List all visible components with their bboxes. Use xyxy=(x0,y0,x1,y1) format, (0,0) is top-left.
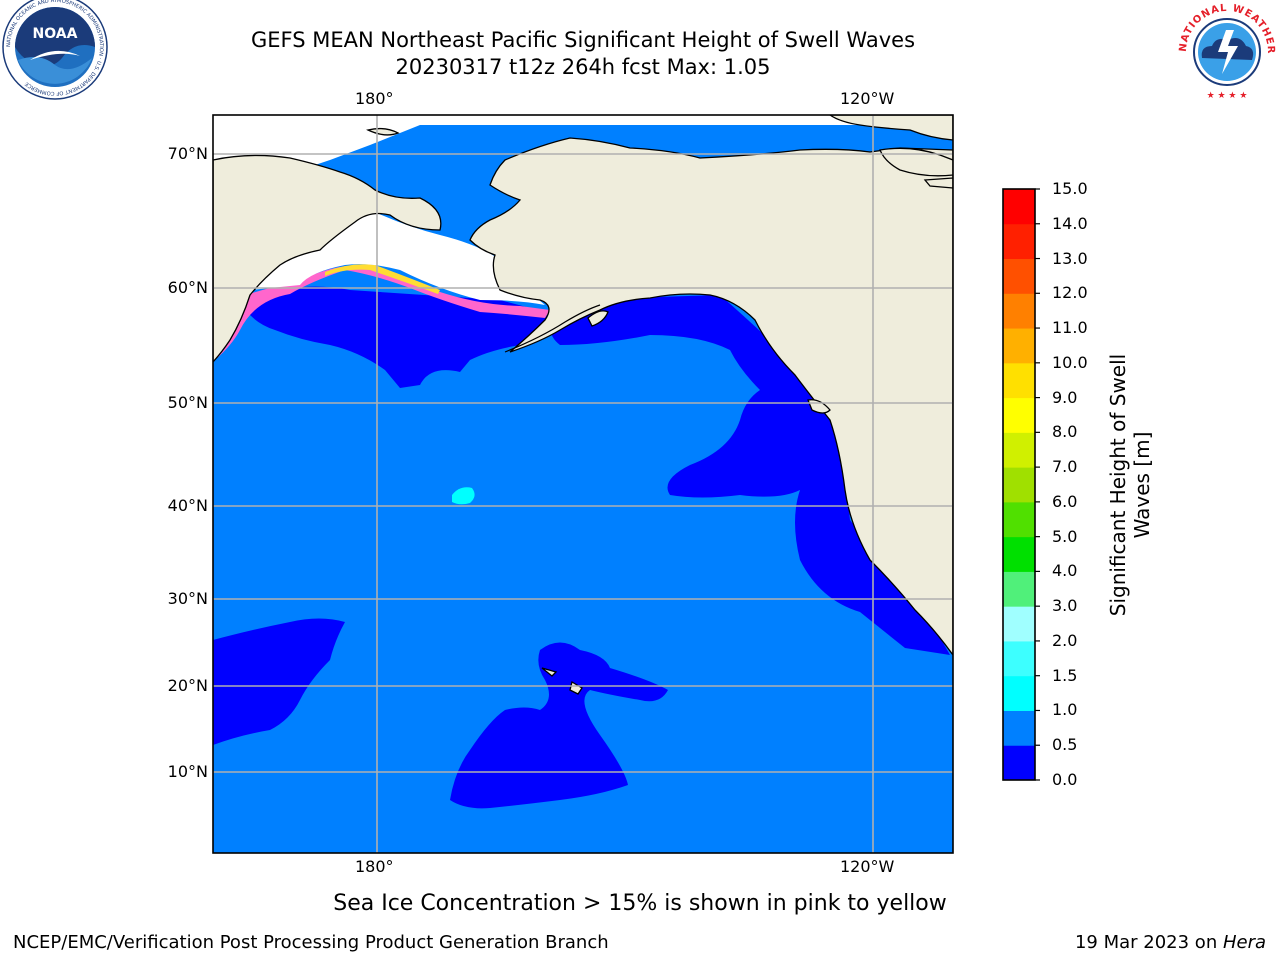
noaa-logo: NOAA NATIONAL OCEANIC AND ATMOSPHERIC AD… xyxy=(2,0,108,100)
colorbar-step xyxy=(1003,328,1035,364)
colorbar-step xyxy=(1003,293,1035,329)
footer-credit: NCEP/EMC/Verification Post Processing Pr… xyxy=(13,932,609,953)
colorbar-step xyxy=(1003,710,1035,746)
lon-label-bottom-120w: 120°W xyxy=(840,857,895,876)
colorbar-step xyxy=(1003,640,1035,677)
colorbar-tick-label: 1.0 xyxy=(1052,700,1078,720)
footer-machine: Hera xyxy=(1222,932,1266,953)
lat-label-10n: 10°N xyxy=(167,762,208,781)
lat-label-30n: 30°N xyxy=(167,589,208,608)
colorbar-tick-label: 9.0 xyxy=(1052,387,1078,407)
colorbar-tick-label: 2.0 xyxy=(1052,630,1078,650)
sea-ice-note: Sea Ice Concentration > 15% is shown in … xyxy=(333,891,947,916)
lon-label-top-120w: 120°W xyxy=(840,89,895,108)
colorbar-tick-label: 7.0 xyxy=(1052,457,1078,477)
lat-label-40n: 40°N xyxy=(167,496,208,515)
lon-label-bottom-180: 180° xyxy=(355,857,394,876)
colorbar-step xyxy=(1003,189,1035,225)
colorbar-step xyxy=(1003,536,1035,572)
lat-label-60n: 60°N xyxy=(167,278,208,297)
colorbar-tick-label: 4.0 xyxy=(1052,561,1078,581)
low-swell-regions xyxy=(213,286,950,809)
lon-label-top-180: 180° xyxy=(355,89,394,108)
colorbar-step xyxy=(1003,606,1035,642)
colorbar-step xyxy=(1003,571,1035,607)
lat-label-70n: 70°N xyxy=(167,144,208,163)
noaa-logo-text: NOAA xyxy=(33,26,78,42)
colorbar-step xyxy=(1003,745,1035,781)
colorbar-step xyxy=(1003,258,1035,294)
colorbar-tick-label: 5.0 xyxy=(1052,526,1078,546)
colorbar-tick-label: 3.0 xyxy=(1052,596,1078,616)
map-subtitle: 20230317 t12z 264h fcst Max: 1.05 xyxy=(395,55,771,79)
map-frame xyxy=(212,114,954,854)
footer-date-text: 19 Mar 2023 on xyxy=(1074,932,1223,953)
colorbar-tick-label: 1.5 xyxy=(1052,665,1078,685)
colorbar-tick-label: 13.0 xyxy=(1052,248,1088,268)
colorbar-step xyxy=(1003,397,1035,433)
colorbar-tick-label: 8.0 xyxy=(1052,422,1078,442)
land-masses xyxy=(213,115,953,695)
graticule xyxy=(213,115,953,853)
lat-label-20n: 20°N xyxy=(167,676,208,695)
nws-logo: NATIONAL WEATHER SERVICE ★ ★ ★ ★ xyxy=(1172,0,1275,101)
colorbar-step xyxy=(1003,362,1035,399)
colorbar-step xyxy=(1003,675,1035,711)
colorbar-step xyxy=(1003,223,1035,260)
colorbar-tick-label: 0.0 xyxy=(1052,770,1078,789)
colorbar-tick-label: 10.0 xyxy=(1052,352,1088,372)
lat-label-50n: 50°N xyxy=(167,393,208,412)
colorbar-tick-label: 12.0 xyxy=(1052,283,1088,303)
colorbar xyxy=(1002,188,1040,781)
svg-text:★ ★ ★ ★: ★ ★ ★ ★ xyxy=(1207,91,1248,101)
colorbar-step xyxy=(1003,501,1035,538)
colorbar-title: Significant Height of Swell Waves [m] xyxy=(1106,353,1154,617)
colorbar-tick-label: 14.0 xyxy=(1052,213,1088,233)
sea-ice-band xyxy=(215,265,550,360)
colorbar-step xyxy=(1003,432,1035,468)
colorbar-tick-label: 6.0 xyxy=(1052,491,1078,511)
colorbar-tick-label: 15.0 xyxy=(1052,179,1088,198)
colorbar-tick-label: 0.5 xyxy=(1052,735,1078,755)
higher-swell-patch xyxy=(452,487,475,505)
colorbar-tick-label: 11.0 xyxy=(1052,318,1088,338)
footer-date: 19 Mar 2023 on Hera xyxy=(1075,932,1266,954)
map-title: GEFS MEAN Northeast Pacific Significant … xyxy=(250,28,916,52)
colorbar-step xyxy=(1003,467,1035,503)
